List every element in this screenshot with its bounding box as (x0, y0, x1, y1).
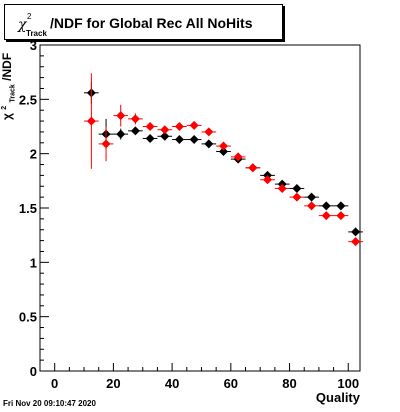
data-point (307, 192, 317, 202)
x-tick-label: 20 (106, 376, 120, 391)
data-point (101, 139, 111, 149)
data-point (116, 111, 126, 121)
data-point (336, 211, 346, 221)
data-point (86, 116, 96, 126)
data-point (218, 146, 228, 156)
y-axis-superscript: 2 (1, 105, 8, 110)
x-tick-label: 0 (51, 376, 58, 391)
data-point (160, 125, 170, 135)
y-tick-label: 3 (30, 38, 37, 53)
title-superscript: 2 (27, 12, 32, 21)
data-point (248, 163, 258, 173)
data-point (307, 201, 317, 211)
data-point (218, 141, 228, 151)
y-tick-label: 2.5 (19, 92, 37, 107)
data-point (336, 201, 346, 211)
data-point (189, 135, 199, 145)
data-point (292, 183, 302, 193)
data-marks (84, 73, 363, 247)
data-point (263, 175, 273, 185)
data-point (204, 139, 214, 149)
y-axis-label: /NDF (0, 52, 14, 81)
data-point (233, 152, 243, 162)
timestamp: Fri Nov 20 09:10:47 2020 (3, 399, 96, 408)
y-tick-label: 0 (30, 364, 37, 379)
data-point (145, 122, 155, 131)
data-point (116, 129, 126, 139)
title-subscript: Track (26, 29, 47, 38)
axes: 0 20 40 60 80 100 0 0.5 1 1.5 2 2.5 3 (19, 38, 359, 391)
title-box: χ 2 Track /NDF for Global Rec All NoHits (4, 4, 283, 40)
y-tick-label: 1.5 (19, 201, 37, 216)
data-point (321, 211, 331, 221)
data-point (351, 237, 361, 247)
x-axis-title: Quality (315, 390, 360, 405)
data-point (351, 227, 361, 237)
data-point (189, 120, 199, 130)
y-tick-label: 1 (30, 255, 37, 270)
data-point (174, 135, 184, 145)
plot-frame (39, 44, 361, 372)
y-tick-label: 2 (30, 147, 37, 162)
data-point (130, 126, 140, 136)
title-chi-symbol: χ (18, 17, 27, 33)
y-axis-title: χ 2 Track /NDF (0, 53, 16, 120)
series-1 (84, 73, 363, 247)
x-tick-label: 80 (282, 376, 296, 391)
data-point (145, 133, 155, 143)
data-point (321, 201, 331, 211)
data-point (174, 122, 184, 131)
y-axis-symbol: χ (0, 113, 14, 120)
data-point (292, 192, 302, 202)
x-tick-label: 40 (165, 376, 179, 391)
data-point (204, 127, 214, 137)
x-tick-label: 100 (337, 376, 359, 391)
data-point (130, 114, 140, 124)
data-point (277, 183, 287, 193)
y-tick-label: 0.5 (19, 310, 37, 325)
y-axis-subscript: Track (9, 84, 17, 103)
chart-title: /NDF for Global Rec All NoHits (50, 15, 253, 31)
data-point (160, 131, 170, 141)
x-tick-label: 60 (224, 376, 238, 391)
